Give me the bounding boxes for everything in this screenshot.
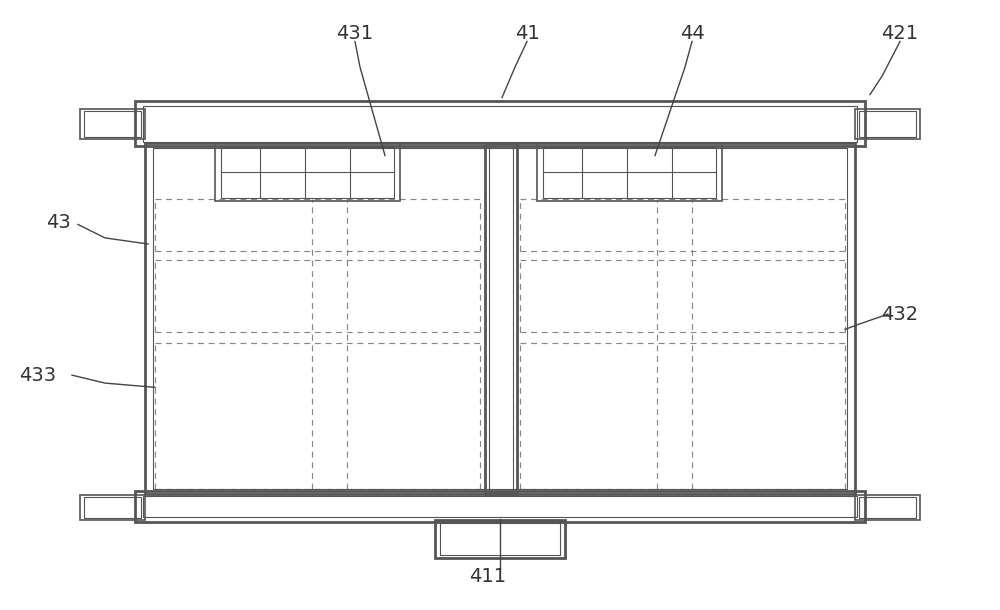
Text: 411: 411 (469, 567, 507, 586)
Bar (135, 101, 865, 146)
Bar (145, 143, 855, 494)
Bar (153, 148, 847, 489)
Bar (84, 111, 141, 137)
Bar (135, 491, 865, 522)
Text: 432: 432 (881, 304, 919, 324)
Bar (855, 109, 920, 139)
Bar (435, 520, 565, 558)
Bar (215, 143, 400, 201)
Bar (489, 146, 513, 492)
Text: 44: 44 (680, 24, 704, 43)
Bar (143, 106, 857, 142)
Bar (859, 497, 916, 518)
Text: 41: 41 (515, 24, 539, 43)
Text: 431: 431 (336, 24, 374, 43)
Bar (859, 111, 916, 137)
Bar (543, 147, 716, 198)
Bar (221, 147, 394, 198)
Bar (80, 495, 145, 520)
Bar (84, 497, 141, 518)
Bar (537, 143, 722, 201)
Bar (440, 523, 560, 555)
Bar (855, 495, 920, 520)
Bar (143, 496, 857, 517)
Bar (80, 109, 145, 139)
Text: 433: 433 (19, 365, 57, 385)
Text: 421: 421 (881, 24, 919, 43)
Text: 43: 43 (46, 213, 70, 232)
Bar (485, 143, 517, 494)
